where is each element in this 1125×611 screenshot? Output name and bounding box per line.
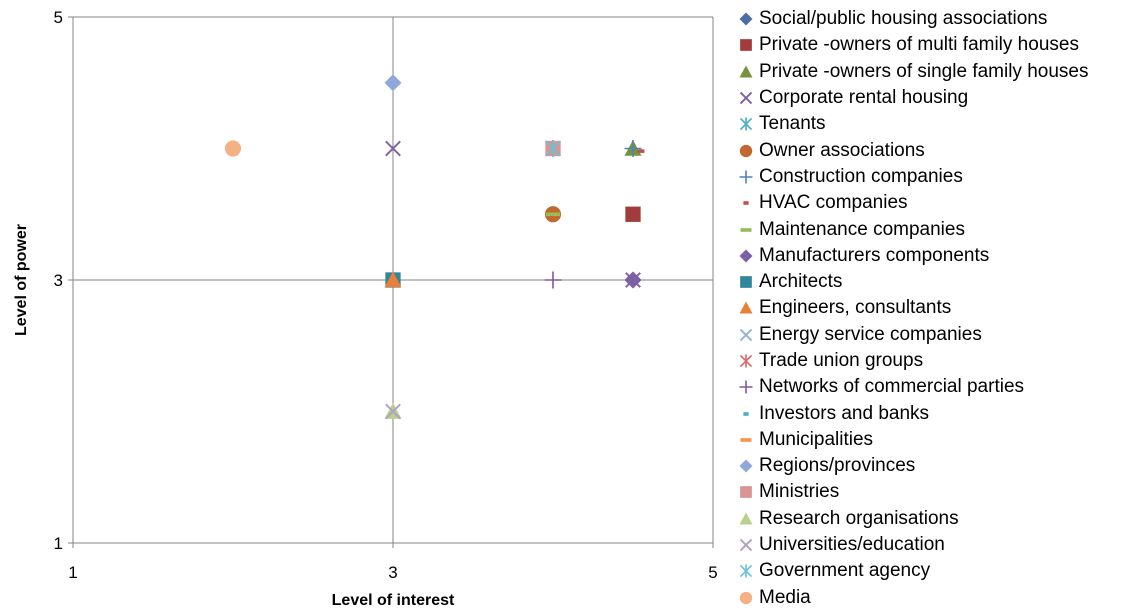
dash-marker-icon <box>743 411 749 416</box>
x-tick-label: 5 <box>708 563 717 582</box>
legend-label: Municipalities <box>759 428 874 450</box>
triangle-marker-icon <box>739 512 753 525</box>
legend-label: Construction companies <box>759 165 963 187</box>
star-marker-icon <box>739 564 753 578</box>
dash-marker-icon <box>743 201 749 206</box>
data-point-x <box>385 140 401 157</box>
data-point-plus <box>624 140 642 157</box>
legend-label: Research organisations <box>759 507 959 529</box>
legend-label: Engineers, consultants <box>759 297 952 319</box>
star-marker-icon <box>739 354 753 368</box>
legend: Social/public housing associations Privat… <box>737 6 1088 611</box>
legend-item: Private -owners of single family houses <box>737 59 1088 85</box>
legend-label: Energy service companies <box>759 323 982 345</box>
square-marker-icon <box>740 486 752 499</box>
legend-label: Architects <box>759 271 843 293</box>
legend-label: HVAC companies <box>759 192 908 214</box>
tick-labels: 1 3 5 1 3 5 <box>54 8 718 582</box>
legend-label: Private -owners of multi family houses <box>759 34 1079 56</box>
y-axis-title: Level of power <box>13 224 30 336</box>
plus-marker-icon <box>739 170 753 184</box>
legend-item: Owner associations <box>737 137 1088 163</box>
longdash-marker-icon <box>740 438 752 442</box>
legend-label: Ministries <box>759 481 840 503</box>
x-marker-icon <box>739 328 753 341</box>
x-axis-title: Level of interest <box>332 592 455 609</box>
legend-item: Construction companies <box>737 164 1088 190</box>
star-marker-icon <box>739 117 753 131</box>
legend-item: Investors and banks <box>737 400 1088 426</box>
square-marker-icon <box>740 39 752 52</box>
diamond-marker-icon <box>739 12 753 26</box>
data-point-star <box>545 140 561 157</box>
data-point-x <box>385 403 401 420</box>
data-point-diamond <box>624 271 642 289</box>
legend-item: Municipalities <box>737 427 1088 453</box>
legend-item: Tenants <box>737 111 1088 137</box>
data-point-plus <box>544 271 562 289</box>
legend-label: Universities/education <box>759 534 945 556</box>
legend-item: Architects <box>737 269 1088 295</box>
legend-label: Media <box>759 586 811 608</box>
plus-marker-icon <box>739 380 753 394</box>
diamond-marker-icon <box>739 459 753 473</box>
x-tick-label: 1 <box>68 563 77 582</box>
legend-label: Government agency <box>759 560 931 582</box>
y-tick-label: 1 <box>54 534 63 553</box>
scatter-chart: 1 3 5 1 3 5 Level of interest Level of power <box>13 8 718 609</box>
legend-item: Social/public housing associations <box>737 6 1088 32</box>
x-tick-label: 3 <box>388 563 397 582</box>
legend-label: Tenants <box>759 113 826 135</box>
legend-item: Ministries <box>737 479 1088 505</box>
legend-item: Networks of commercial parties <box>737 374 1088 400</box>
legend-item: Research organisations <box>737 506 1088 532</box>
legend-label: Investors and banks <box>759 402 930 424</box>
legend-label: Trade union groups <box>759 350 924 371</box>
legend-label: Regions/provinces <box>759 455 916 477</box>
x-marker-icon <box>739 538 753 552</box>
triangle-marker-icon <box>739 65 753 78</box>
legend-label: Social/public housing associations <box>759 8 1048 30</box>
data-point-square <box>625 206 641 222</box>
data-point-diamond <box>384 74 402 92</box>
triangle-marker-icon <box>739 301 753 314</box>
square-marker-icon <box>740 276 752 288</box>
legend-item: Media <box>737 585 1088 611</box>
diamond-marker-icon <box>739 249 753 263</box>
legend-label: Maintenance companies <box>759 218 965 240</box>
legend-label: Manufacturers components <box>759 244 990 266</box>
legend-item: Corporate rental housing <box>737 85 1088 111</box>
legend-item: Engineers, consultants <box>737 295 1088 321</box>
legend-item: Regions/provinces <box>737 453 1088 479</box>
legend-label: Owner associations <box>759 139 925 161</box>
legend-item: Trade union groups <box>737 348 1088 374</box>
x-marker-icon <box>739 91 753 105</box>
legend-label: Corporate rental housing <box>759 87 969 109</box>
longdash-marker-icon <box>740 227 752 232</box>
legend-item: Manufacturers components <box>737 243 1088 269</box>
y-tick-label: 3 <box>54 271 63 290</box>
legend-label: Private -owners of single family houses <box>759 60 1089 82</box>
legend-item: Energy service companies <box>737 322 1088 348</box>
data-markers <box>224 74 645 420</box>
legend-item: Universities/education <box>737 532 1088 558</box>
legend-item: HVAC companies <box>737 190 1088 216</box>
data-point-triangle <box>384 271 402 288</box>
legend-item: Maintenance companies <box>737 216 1088 242</box>
legend-item: Government agency <box>737 558 1088 584</box>
data-point-circle <box>224 140 242 157</box>
data-point-longdash <box>545 212 561 217</box>
y-tick-label: 5 <box>54 8 63 27</box>
circle-marker-icon <box>739 591 753 604</box>
circle-marker-icon <box>739 144 753 157</box>
legend-label: Networks of commercial parties <box>759 376 1025 398</box>
legend-item: Private -owners of multi family houses <box>737 32 1088 58</box>
data-point-dash <box>637 149 645 153</box>
